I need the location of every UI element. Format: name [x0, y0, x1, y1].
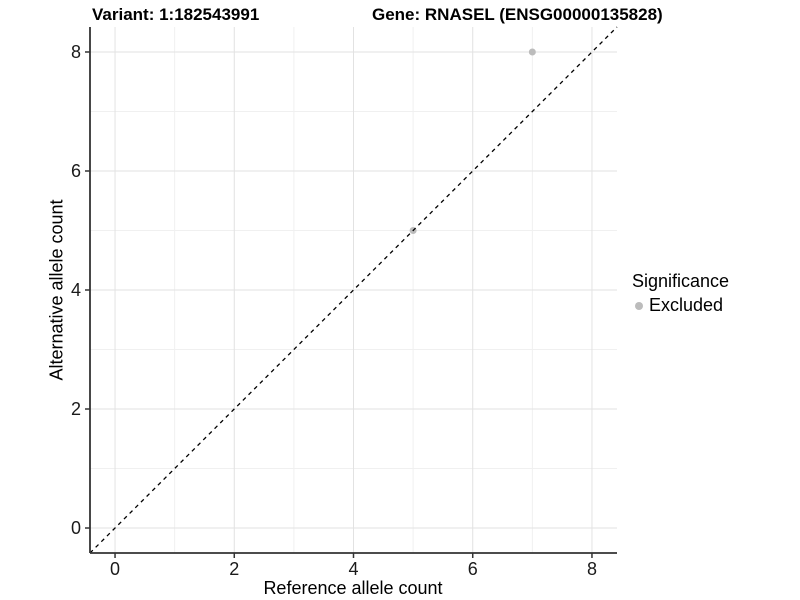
legend-item-excluded: Excluded — [632, 295, 729, 316]
y-tick-label: 0 — [71, 518, 81, 538]
legend: Significance Excluded — [632, 271, 729, 316]
variant-title: Variant: 1:182543991 — [92, 5, 260, 24]
y-tick-label: 2 — [71, 399, 81, 419]
excluded-point-icon — [635, 301, 643, 310]
x-tick-label: 4 — [348, 559, 358, 579]
x-tick-label: 8 — [587, 559, 597, 579]
x-tick-label: 2 — [229, 559, 239, 579]
y-axis-title: Alternative allele count — [46, 199, 67, 381]
legend-item-label: Excluded — [649, 295, 724, 315]
x-tick-label: 6 — [468, 559, 478, 579]
x-axis-title: Reference allele count — [263, 578, 443, 598]
data-point — [528, 48, 536, 56]
x-tick-label: 0 — [110, 559, 120, 579]
y-tick-label: 4 — [71, 280, 81, 300]
gene-title: Gene: RNASEL (ENSG00000135828) — [372, 5, 663, 24]
legend-title: Significance — [632, 271, 730, 291]
y-tick-label: 8 — [71, 42, 81, 62]
y-tick-label: 6 — [71, 161, 81, 181]
